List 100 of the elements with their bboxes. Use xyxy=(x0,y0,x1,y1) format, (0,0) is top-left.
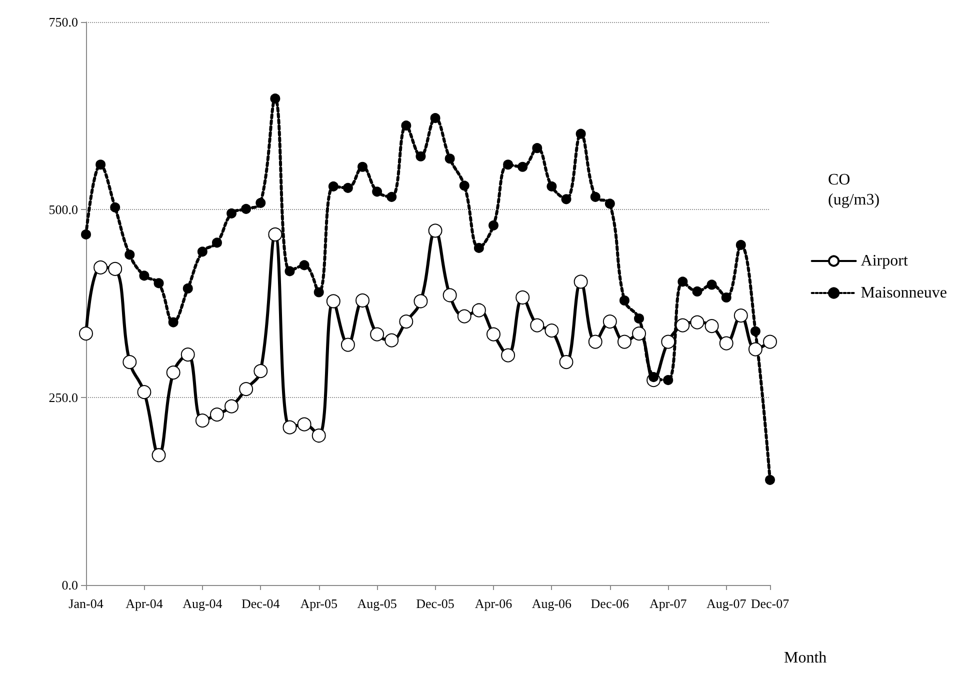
point xyxy=(314,287,324,298)
x-tick-label: Aug-05 xyxy=(357,596,397,611)
legend-title: CO (ug/m3) xyxy=(828,172,880,208)
point xyxy=(239,382,254,396)
point xyxy=(386,192,397,202)
point xyxy=(719,336,734,350)
point xyxy=(518,162,528,172)
point xyxy=(94,260,108,274)
point xyxy=(241,204,252,214)
point xyxy=(168,317,178,328)
point xyxy=(197,246,208,257)
point xyxy=(474,242,484,253)
point xyxy=(457,309,472,324)
point xyxy=(704,319,719,334)
point xyxy=(122,355,137,370)
point xyxy=(750,326,760,336)
point xyxy=(81,229,91,240)
point xyxy=(661,334,676,349)
point xyxy=(270,94,280,104)
point xyxy=(139,270,150,281)
point xyxy=(459,180,470,191)
point xyxy=(224,399,239,414)
point xyxy=(706,280,717,290)
point xyxy=(736,240,746,250)
point xyxy=(226,208,237,218)
x-axis-title: Month xyxy=(784,650,827,666)
point xyxy=(763,334,777,349)
point xyxy=(299,260,310,270)
x-tick-label: Jan-04 xyxy=(68,596,104,611)
point xyxy=(297,417,312,432)
point xyxy=(210,408,224,422)
point xyxy=(532,143,542,154)
point xyxy=(372,186,382,197)
point xyxy=(516,290,530,304)
point xyxy=(342,182,353,193)
point xyxy=(340,338,355,352)
x-tick-label: Aug-04 xyxy=(182,596,223,611)
point xyxy=(96,160,106,170)
point xyxy=(212,238,222,248)
point xyxy=(180,348,195,362)
point xyxy=(152,448,166,462)
x-tick-label: Dec-07 xyxy=(750,596,790,611)
point xyxy=(501,348,516,362)
point xyxy=(444,154,455,164)
point xyxy=(619,296,630,306)
point xyxy=(486,327,500,342)
point xyxy=(748,342,762,356)
x-tick-label: Apr-05 xyxy=(300,596,338,611)
point xyxy=(690,315,704,330)
x-tick-label: Dec-04 xyxy=(242,596,280,611)
point xyxy=(590,192,600,202)
point xyxy=(416,151,426,162)
point xyxy=(488,220,498,230)
point xyxy=(110,202,120,212)
point xyxy=(254,364,268,378)
point xyxy=(79,326,93,341)
point xyxy=(604,198,615,209)
point xyxy=(256,198,266,208)
point xyxy=(328,181,338,192)
point xyxy=(503,160,514,170)
point xyxy=(765,474,775,485)
point xyxy=(356,294,370,308)
x-tick-label: Aug-06 xyxy=(532,596,572,611)
x-tick-label: Dec-05 xyxy=(416,596,454,611)
point xyxy=(546,181,557,192)
point xyxy=(530,318,544,332)
point xyxy=(442,288,457,302)
point xyxy=(284,266,295,276)
point xyxy=(734,308,748,323)
point xyxy=(358,162,368,172)
point xyxy=(559,355,574,370)
point xyxy=(678,276,688,287)
point xyxy=(634,314,644,324)
point xyxy=(721,292,732,302)
point xyxy=(154,278,164,288)
x-tick-label: Aug-07 xyxy=(706,596,747,611)
point xyxy=(399,314,414,329)
point xyxy=(617,334,632,349)
point xyxy=(602,314,617,329)
point xyxy=(576,128,586,139)
point xyxy=(414,294,428,308)
point xyxy=(312,428,326,443)
point xyxy=(124,250,135,260)
point xyxy=(588,334,602,349)
point xyxy=(326,294,340,308)
legend-label: Maisonneuve xyxy=(860,284,947,302)
point xyxy=(472,303,486,318)
point xyxy=(137,385,152,400)
point xyxy=(692,286,702,296)
point xyxy=(195,414,210,428)
point xyxy=(430,113,440,124)
point xyxy=(676,318,690,332)
point xyxy=(663,375,674,386)
point xyxy=(632,326,646,341)
point xyxy=(268,227,282,242)
point xyxy=(182,283,193,294)
y-tick-label: 750.0 xyxy=(48,14,78,30)
y-tick-label: 250.0 xyxy=(48,390,78,405)
point xyxy=(561,194,572,204)
legend-label: Airport xyxy=(860,252,908,270)
